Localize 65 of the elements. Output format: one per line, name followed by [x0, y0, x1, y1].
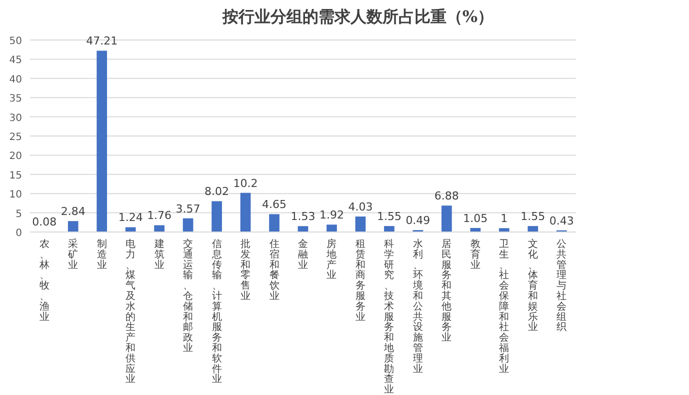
y-tick-label: 10: [9, 190, 22, 201]
data-label: 0.49: [406, 214, 430, 228]
data-label: 47.21: [86, 34, 118, 48]
y-tick-label: 20: [9, 151, 22, 162]
bar: [355, 216, 366, 232]
bar: [298, 226, 308, 232]
x-tick-label: 农、林、牧、渔业: [38, 239, 50, 323]
y-tick-label: 40: [9, 74, 22, 86]
bar: [269, 214, 280, 232]
data-label: 1: [500, 212, 508, 226]
x-tick-label: 金融业: [298, 238, 308, 271]
x-tick-label: 批发和零售业: [240, 238, 251, 302]
data-label: 1.92: [319, 208, 344, 222]
data-label: 4.03: [348, 200, 373, 214]
y-tick-label: 45: [9, 55, 22, 66]
data-label: 8.02: [204, 185, 230, 198]
y-tick-label: 35: [9, 94, 22, 105]
data-label: 0.08: [32, 216, 57, 229]
category-label: 电力、煤气及水的生产和供应业: [126, 239, 136, 386]
data-label: 1.55: [376, 210, 402, 224]
y-tick-label: 5: [16, 208, 22, 220]
data-label: 4.65: [262, 198, 287, 212]
category-label: 科学研究、技术服务和地质勘查业: [384, 239, 394, 395]
bar: [68, 221, 78, 232]
bar: [498, 228, 510, 232]
data-label: 1.53: [290, 210, 316, 224]
category-label: 文化、体育和娱乐业: [528, 239, 538, 334]
data-label: 6.88: [434, 190, 459, 203]
x-tick-label: 租赁和商务服务业: [355, 239, 366, 323]
category-label: 交通运输、仓储和邮政业: [183, 239, 194, 354]
y-tick-label: 30: [9, 112, 22, 124]
data-label: 10.2: [233, 176, 258, 190]
data-label: 0.43: [549, 214, 574, 228]
x-tick-label: 建筑业: [153, 238, 164, 271]
chart-title: 按行业分组的需求人数所占比重（%）: [221, 7, 494, 26]
y-tick-label: 25: [9, 132, 22, 143]
data-label: 1.55: [520, 210, 546, 224]
x-tick-label: 采矿业: [67, 238, 78, 271]
bar: [384, 226, 394, 232]
category-label: 公共管理与社会组织: [556, 239, 567, 334]
y-tick-label: 0: [16, 228, 22, 239]
y-tick-label: 50: [9, 36, 22, 47]
category-label: 居民服务和其他服务业: [442, 239, 452, 344]
bar: [240, 192, 251, 232]
bar: [528, 226, 538, 232]
data-label: 3.57: [176, 202, 200, 216]
bar: [212, 201, 222, 232]
y-tick-label: 15: [9, 170, 22, 182]
category-label: 卫生、社会保障和社会福利业: [499, 239, 510, 375]
bar: [182, 218, 194, 232]
category-label: 信息传输、计算机服务和软件业: [212, 239, 222, 386]
x-tick-label: 教育业: [470, 239, 480, 271]
bar: [154, 225, 164, 232]
data-label: 1.05: [463, 212, 488, 225]
data-label: 1.76: [147, 209, 172, 222]
category-label: 水利、环境和公共设施管理业: [412, 239, 423, 375]
x-tick-label: 住宿和餐饮业: [268, 239, 280, 302]
data-label: 2.84: [60, 205, 86, 218]
x-tick-label: 房地产业: [326, 238, 337, 282]
bar: [326, 224, 337, 232]
bar: [96, 50, 108, 232]
bar: [125, 227, 136, 232]
data-label: 1.24: [118, 211, 143, 224]
bar: [442, 206, 452, 232]
x-tick-label: 制造业: [96, 238, 107, 271]
